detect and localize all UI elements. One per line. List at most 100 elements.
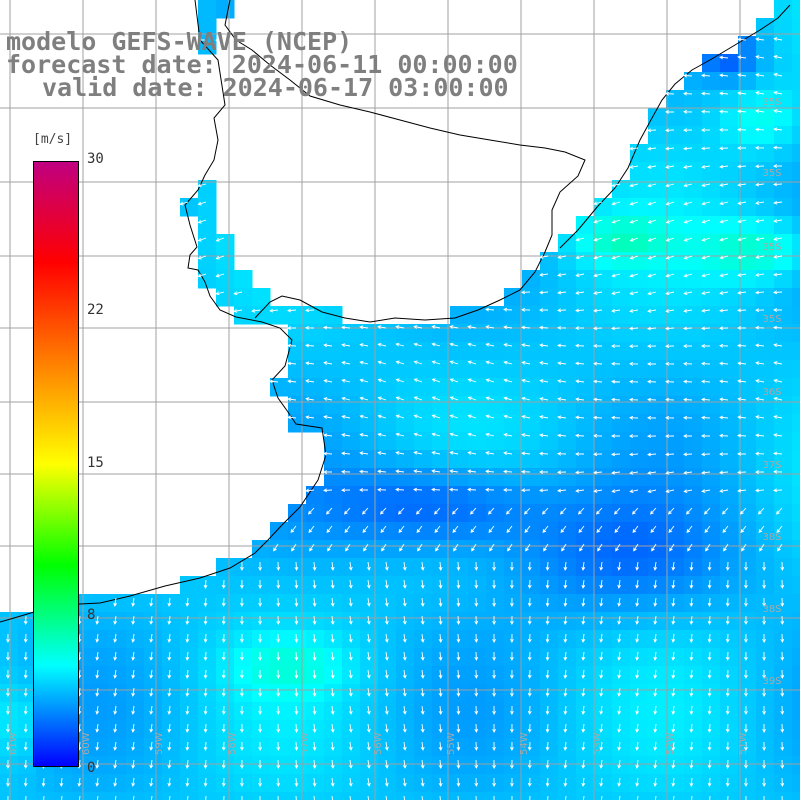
wind-arrow <box>149 615 154 625</box>
wind-arrow <box>647 489 657 494</box>
wind-cell <box>558 486 577 505</box>
wind-cell <box>540 756 559 775</box>
wind-arrow <box>467 487 477 492</box>
wind-arrow <box>167 651 172 661</box>
wind-arrow <box>395 342 405 347</box>
wind-cell <box>270 792 289 800</box>
wind-cell <box>756 486 775 505</box>
wind-cell <box>648 468 667 487</box>
wind-cell <box>414 540 433 559</box>
wind-arrow <box>420 633 425 643</box>
wind-cell <box>198 684 217 703</box>
wind-arrow <box>773 343 783 348</box>
wind-arrow <box>725 579 730 589</box>
wind-arrow <box>474 597 479 607</box>
wind-cell <box>720 252 739 271</box>
wind-arrow <box>113 669 118 679</box>
wind-cell <box>756 216 775 235</box>
wind-cell <box>378 432 397 451</box>
wind-arrow <box>763 795 765 800</box>
wind-cell <box>630 396 649 415</box>
wind-arrow <box>701 255 711 260</box>
wind-arrow <box>456 705 461 715</box>
wind-arrow <box>755 109 765 114</box>
wind-arrow <box>323 451 333 456</box>
wind-arrow <box>737 73 747 78</box>
wind-cell <box>90 774 109 793</box>
wind-cell <box>162 594 181 613</box>
wind-cell <box>792 396 800 415</box>
wind-cell <box>468 378 487 397</box>
wind-cell <box>792 666 800 685</box>
wind-arrow <box>197 38 206 42</box>
wind-arrow <box>323 415 333 419</box>
forecast-date: forecast date: 2024-06-11 00:00:00 <box>6 50 518 79</box>
wind-cell <box>198 36 217 55</box>
wind-arrow <box>492 633 496 643</box>
wind-arrow <box>611 219 621 224</box>
wind-arrow <box>744 741 748 751</box>
wind-cell <box>612 252 631 271</box>
wind-arrow <box>635 759 640 769</box>
wind-arrow <box>737 433 747 438</box>
wind-arrow <box>727 795 729 800</box>
wind-cell <box>612 666 631 685</box>
wind-cell <box>198 774 217 793</box>
wind-arrow <box>773 109 783 113</box>
wind-arrow <box>611 434 620 438</box>
wind-arrow <box>203 651 208 661</box>
wind-arrow <box>485 396 495 401</box>
wind-arrow <box>773 378 783 383</box>
wind-cell <box>702 504 721 523</box>
wind-arrow <box>223 795 225 800</box>
wind-arrow <box>294 597 299 607</box>
wind-arrow <box>384 723 389 733</box>
wind-arrow <box>510 561 514 571</box>
wind-arrow <box>438 687 443 697</box>
wind-cell <box>396 414 415 433</box>
wind-cell <box>666 792 685 800</box>
wind-arrow <box>341 325 351 330</box>
wind-arrow <box>7 795 9 800</box>
wind-cell <box>792 162 800 181</box>
wind-cell <box>594 216 613 235</box>
wind-arrow <box>167 615 172 625</box>
wind-arrow <box>95 615 100 625</box>
wind-arrow <box>683 165 693 169</box>
wind-arrow <box>348 723 353 733</box>
wind-arrow <box>488 525 495 534</box>
longitude-labels: 61W 60W 59W 58W 57W 56W 55W 54W 53W 52W 51W <box>8 732 749 755</box>
wind-cell <box>738 792 757 800</box>
wind-cell <box>738 324 757 343</box>
wind-arrow <box>258 651 262 661</box>
wind-arrow <box>647 237 657 242</box>
wind-arrow <box>689 615 694 625</box>
wind-cell <box>306 666 325 685</box>
wind-cell <box>612 558 631 577</box>
wind-cell <box>342 774 361 793</box>
wind-arrow <box>755 488 765 493</box>
wind-arrow <box>665 291 675 296</box>
wind-arrow <box>665 361 675 366</box>
wind-cell <box>792 756 800 775</box>
wind-arrow <box>492 615 496 625</box>
wind-arrow <box>545 687 550 697</box>
wind-arrow <box>719 291 729 295</box>
wind-arrow <box>611 452 621 457</box>
wind-arrow <box>707 597 712 607</box>
wind-arrow <box>233 308 243 313</box>
wind-cell <box>774 540 793 559</box>
wind-cell <box>198 648 217 667</box>
wind-cell <box>576 468 595 487</box>
wind-arrow <box>725 705 730 715</box>
wind-arrow <box>456 741 461 751</box>
wind-cell <box>774 270 793 289</box>
wind-cell <box>432 414 451 433</box>
wind-cell <box>738 468 757 487</box>
wind-arrow <box>557 343 567 348</box>
wind-arrow <box>737 109 747 114</box>
wind-arrow <box>402 633 407 643</box>
wind-arrow <box>395 414 405 419</box>
wind-cell <box>684 288 703 307</box>
